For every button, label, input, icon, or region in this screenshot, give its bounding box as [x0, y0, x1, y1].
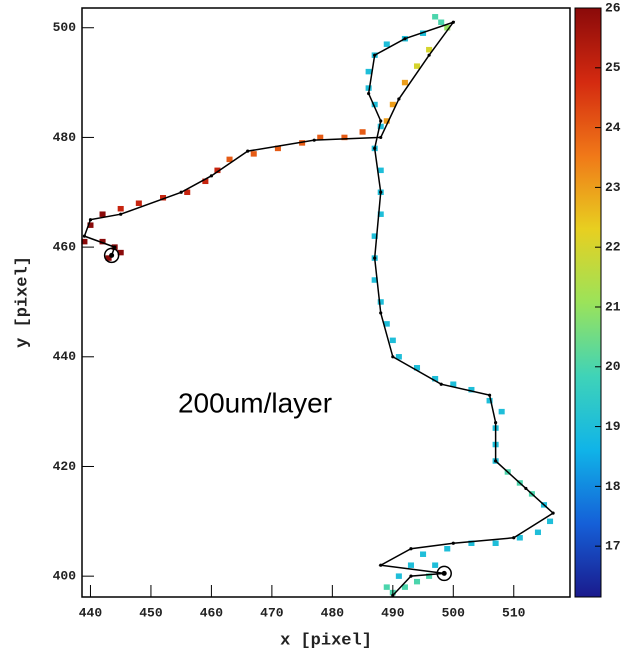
- colorbar-tick-label: 24: [605, 120, 621, 135]
- track-vertex: [367, 92, 370, 95]
- track-vertex: [379, 136, 382, 139]
- x-tick-label: 500: [442, 605, 466, 620]
- track-vertex: [494, 459, 497, 462]
- x-tick-label: 460: [200, 605, 224, 620]
- endpoint-dot: [109, 253, 114, 258]
- pixel: [360, 129, 366, 134]
- track-vertex: [409, 547, 412, 550]
- pixel: [547, 519, 553, 524]
- pixel: [366, 69, 372, 74]
- pixel: [432, 562, 438, 567]
- pixel: [493, 541, 499, 546]
- track-vertex: [452, 21, 455, 24]
- x-tick-label: 440: [79, 605, 103, 620]
- pixel: [396, 573, 402, 578]
- track-vertex: [494, 421, 497, 424]
- pixel: [535, 530, 541, 535]
- track-vertex: [89, 218, 92, 221]
- track-vertex: [373, 256, 376, 259]
- pixel: [402, 80, 408, 85]
- annotation: 200um/layer: [178, 387, 332, 418]
- y-tick-label: 500: [53, 20, 77, 35]
- track-vertex: [488, 394, 491, 397]
- track-vertex: [373, 54, 376, 57]
- x-tick-label: 480: [321, 605, 345, 620]
- track-vertex: [373, 147, 376, 150]
- colorbar-tick-label: 21: [605, 299, 621, 314]
- track-vertex: [452, 542, 455, 545]
- pixel: [438, 20, 444, 25]
- track-vertex: [313, 139, 316, 142]
- colorbar: [575, 8, 601, 597]
- colorbar-tick-label: 19: [605, 419, 621, 434]
- pixel: [384, 41, 390, 46]
- pixel: [136, 200, 142, 205]
- track-vertex: [428, 54, 431, 57]
- pixel: [444, 546, 450, 551]
- colorbar-tick-label: 17: [605, 539, 621, 554]
- track-vertex: [397, 97, 400, 100]
- pixel: [118, 206, 124, 211]
- chart: 200um/layer x [pixel] y [pixel] 440 450 46…: [0, 0, 635, 656]
- track-vertex: [409, 575, 412, 578]
- track-vertex: [512, 536, 515, 539]
- track-vertex: [210, 174, 213, 177]
- track-vertex: [119, 213, 122, 216]
- pixel: [432, 14, 438, 19]
- y-tick-label: 400: [53, 569, 77, 584]
- colorbar-tick-label: 26: [605, 0, 621, 15]
- colorbar-tick-label: 23: [605, 180, 621, 195]
- pixel: [420, 551, 426, 556]
- track-vertex: [391, 355, 394, 358]
- track-vertex: [379, 564, 382, 567]
- pixel: [384, 584, 390, 589]
- track-vertex: [524, 487, 527, 490]
- y-tick-label: 460: [53, 240, 77, 255]
- x-axis-label: x [pixel]: [280, 631, 372, 650]
- x-tick-label: 490: [381, 605, 405, 620]
- pixel: [251, 151, 257, 156]
- pixel: [499, 409, 505, 414]
- track-vertex: [83, 235, 86, 238]
- track-vertex: [403, 37, 406, 40]
- colorbar-tick-label: 25: [605, 60, 621, 75]
- y-tick-label: 420: [53, 459, 77, 474]
- x-tick-label: 470: [260, 605, 284, 620]
- track-line: [84, 22, 553, 595]
- track-vertex: [246, 150, 249, 153]
- plot-frame: [82, 8, 570, 597]
- y-axis-label: y [pixel]: [13, 256, 32, 348]
- colorbar-tick-label: 20: [605, 359, 621, 374]
- track-vertex: [379, 119, 382, 122]
- track-vertex: [379, 191, 382, 194]
- y-tick-label: 480: [53, 130, 77, 145]
- x-tick-label: 510: [502, 605, 526, 620]
- pixel: [408, 562, 414, 567]
- track-vertex: [440, 383, 443, 386]
- track-vertex: [551, 511, 554, 514]
- endpoint-dot: [442, 571, 447, 576]
- colorbar-tick-label: 22: [605, 240, 621, 255]
- pixel: [390, 338, 396, 343]
- track-vertex: [379, 311, 382, 314]
- pixel: [100, 211, 106, 216]
- x-tick-label: 450: [139, 605, 163, 620]
- pixel: [414, 579, 420, 584]
- track-vertex: [180, 191, 183, 194]
- colorbar-tick-label: 18: [605, 479, 621, 494]
- pixel: [414, 63, 420, 68]
- y-tick-label: 440: [53, 349, 77, 364]
